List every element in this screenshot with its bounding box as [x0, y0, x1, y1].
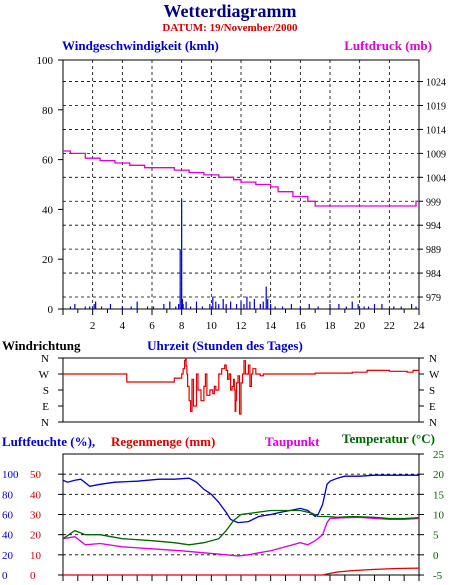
rain-tick-label: 0: [30, 570, 36, 582]
time-tick-label: 6: [149, 320, 155, 332]
time-tick-label: 20: [354, 320, 366, 332]
rain-tick-label: 10: [30, 550, 42, 562]
humidity-tick-label: 100: [2, 469, 19, 481]
humidity-tick-label: 20: [2, 550, 14, 562]
pressure-line: [63, 150, 419, 207]
pressure-tick-label: 1014: [426, 125, 446, 136]
pressure-tick-label: 1019: [426, 101, 446, 112]
humidity-temperature-panel: 0 20 40 60 80 100 0 10 20 30 40 50 -5 0 5 10 15 20 25: [2, 449, 445, 582]
rain-tick-label: 50: [30, 469, 42, 481]
pressure-tick-label: 1004: [426, 173, 446, 184]
time-tick-label: 22: [384, 320, 395, 332]
wind-tick-label: 0: [48, 304, 54, 316]
pressure-tick-label: 994: [426, 221, 441, 232]
wind-tick-label: 60: [42, 155, 54, 167]
temperature-axis-title: Temperatur (°C): [342, 431, 435, 446]
humidity-axis-title: Luftfeuchte (%),: [2, 434, 95, 449]
wind-tick-label: 20: [42, 254, 54, 266]
temperature-tick-label: 0: [433, 550, 439, 562]
dewpoint-line: [62, 516, 420, 557]
direction-tick-label-left: N: [41, 353, 49, 365]
temperature-tick-label: 5: [433, 530, 439, 542]
time-tick-label: 18: [325, 320, 337, 332]
temperature-tick-label: -5: [433, 570, 443, 582]
direction-tick-label-left: W: [39, 369, 50, 381]
direction-tick-label-right: S: [429, 385, 435, 397]
humidity-tick-label: 60: [2, 510, 14, 522]
humidity-tick-label: 80: [2, 489, 14, 501]
wind-speed-axis-title: Windgeschwindigkeit (kmh): [62, 38, 219, 53]
rain-axis-title: Regenmenge (mm): [111, 434, 215, 449]
direction-tick-label-right: E: [429, 401, 436, 413]
pressure-axis-title: Luftdruck (mb): [344, 38, 432, 53]
temperature-tick-label: 25: [433, 449, 445, 461]
rain-tick-label: 30: [30, 510, 42, 522]
wind-pressure-panel: 0204060801009799849899949991004100910141…: [37, 55, 447, 332]
direction-tick-label-right: W: [429, 369, 440, 381]
temperature-tick-label: 15: [433, 489, 445, 501]
time-tick-label: 4: [120, 320, 126, 332]
wind-tick-label: 100: [37, 55, 54, 67]
direction-tick-label-left: S: [43, 385, 49, 397]
wind-tick-label: 40: [42, 204, 54, 216]
wind-tick-label: 80: [42, 105, 54, 117]
direction-tick-label-left: N: [41, 417, 49, 429]
pressure-tick-label: 1009: [426, 149, 446, 160]
temperature-tick-label: 20: [433, 469, 445, 481]
pressure-tick-label: 979: [426, 293, 441, 304]
pressure-tick-label: 1024: [426, 78, 446, 89]
rain-tick-label: 40: [30, 489, 42, 501]
time-axis-title: Uhrzeit (Stunden des Tages): [147, 338, 303, 353]
humidity-tick-label: 40: [2, 530, 14, 542]
rain-line: [63, 567, 420, 576]
dewpoint-legend: Taupunkt: [265, 434, 320, 449]
direction-tick-label-right: N: [429, 417, 437, 429]
pressure-tick-label: 984: [426, 269, 441, 280]
wind-direction-line: [63, 357, 420, 415]
direction-tick-label-left: E: [42, 401, 49, 413]
pressure-tick-label: 989: [426, 245, 441, 256]
chart-title: Wetterdiagramm: [164, 1, 297, 21]
time-tick-label: 2: [90, 320, 96, 332]
wind-direction-axis-title: Windrichtung: [2, 338, 81, 353]
time-tick-label: 24: [414, 320, 426, 332]
time-tick-label: 12: [236, 320, 247, 332]
humidity-line: [62, 474, 419, 524]
time-tick-label: 10: [206, 320, 218, 332]
pressure-tick-label: 999: [426, 197, 441, 208]
temperature-tick-label: 10: [433, 510, 445, 522]
temperature-line: [62, 509, 420, 546]
wind-direction-panel: N NW WS SE EN N: [39, 353, 440, 429]
direction-tick-label-right: N: [429, 353, 437, 365]
date-label: DATUM: 19/November/2000: [162, 22, 298, 34]
time-tick-label: 8: [179, 320, 185, 332]
humidity-tick-label: 0: [2, 570, 8, 582]
time-tick-label: 16: [295, 320, 307, 332]
time-tick-label: 14: [265, 320, 277, 332]
rain-tick-label: 20: [30, 530, 42, 542]
